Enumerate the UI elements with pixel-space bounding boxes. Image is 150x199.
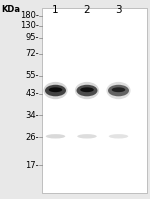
Ellipse shape: [45, 85, 66, 96]
Text: 95-: 95-: [26, 33, 39, 42]
Ellipse shape: [108, 85, 129, 96]
Ellipse shape: [109, 134, 128, 139]
Ellipse shape: [46, 134, 65, 139]
Ellipse shape: [76, 85, 98, 96]
Ellipse shape: [75, 82, 99, 99]
Ellipse shape: [80, 87, 94, 92]
Text: 17-: 17-: [25, 161, 39, 170]
Text: 55-: 55-: [26, 71, 39, 80]
Text: 180-: 180-: [20, 11, 39, 20]
Text: 43-: 43-: [25, 89, 39, 98]
Text: 3: 3: [115, 5, 122, 15]
Text: 72-: 72-: [25, 49, 39, 58]
Ellipse shape: [44, 82, 68, 99]
Ellipse shape: [49, 87, 62, 92]
Text: 130-: 130-: [20, 21, 39, 30]
Text: KDa: KDa: [2, 5, 21, 14]
Bar: [42, 8, 147, 193]
Ellipse shape: [77, 134, 97, 139]
Text: 34-: 34-: [25, 111, 39, 120]
Text: 1: 1: [52, 5, 59, 15]
Ellipse shape: [106, 82, 130, 99]
Text: 2: 2: [84, 5, 90, 15]
Text: 26-: 26-: [25, 133, 39, 142]
Ellipse shape: [112, 87, 125, 92]
